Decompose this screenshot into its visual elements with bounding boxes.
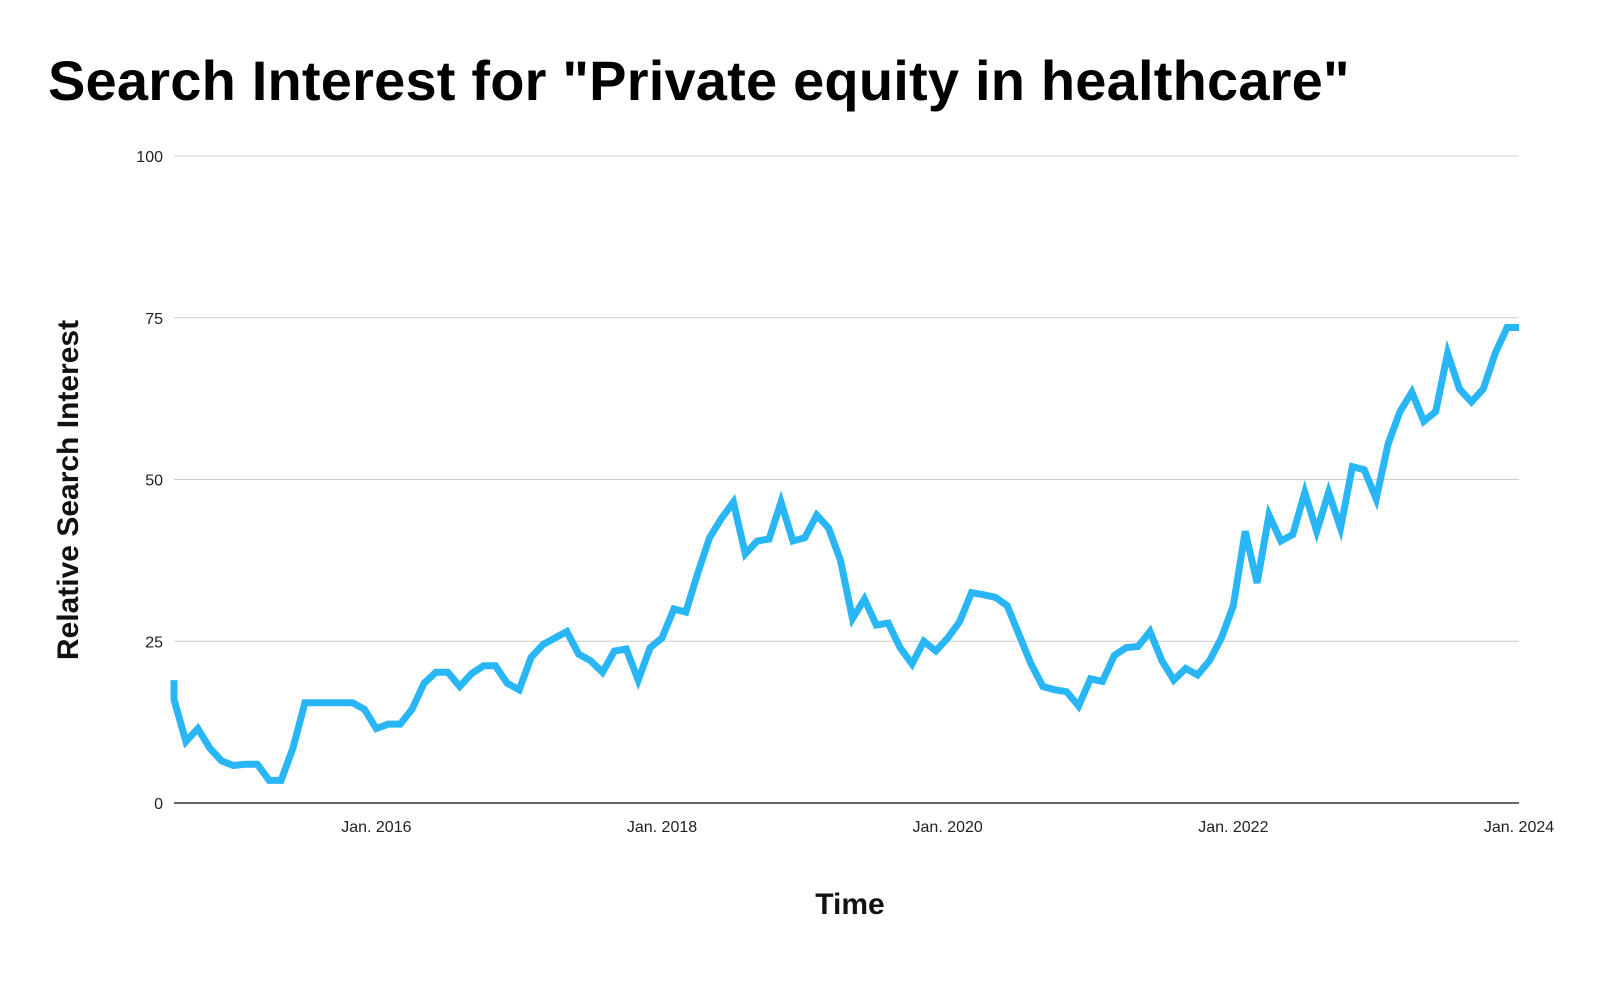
x-axis-ticks: Jan. 2016 Jan. 2018 Jan. 2020 Jan. 2022 Jan.… [341, 819, 1554, 836]
gridlines [174, 155, 1519, 804]
x-tick-label: Jan. 2020 [913, 819, 983, 836]
y-tick-label: 50 [145, 473, 163, 490]
y-axis-ticks: 0 25 50 75 100 [136, 149, 163, 813]
x-axis-title: Time [815, 888, 884, 921]
chart-title: Search Interest for "Private equity in h… [48, 49, 1350, 112]
y-tick-label: 25 [145, 634, 163, 651]
series-line [170, 324, 1519, 784]
series-layer [170, 324, 1519, 784]
x-tick-label: Jan. 2016 [341, 819, 411, 836]
y-axis-title: Relative Search Interest [52, 320, 85, 660]
x-tick-label: Jan. 2018 [627, 819, 697, 836]
y-tick-label: 75 [145, 311, 163, 328]
x-tick-label: Jan. 2024 [1484, 819, 1554, 836]
x-tick-label: Jan. 2022 [1198, 819, 1268, 836]
y-tick-label: 0 [154, 796, 163, 813]
y-tick-label: 100 [136, 149, 163, 166]
